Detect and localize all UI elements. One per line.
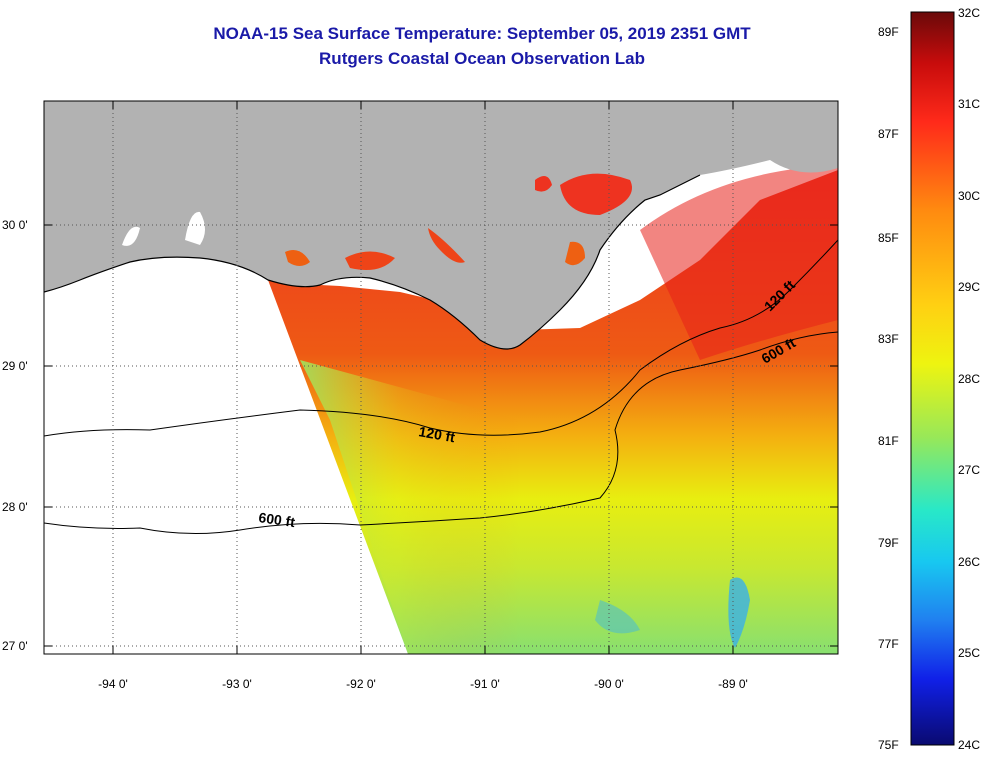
bay-warm <box>560 173 632 215</box>
land-area <box>44 101 838 349</box>
map-frame <box>43 100 839 655</box>
bay-warm <box>428 228 465 263</box>
colorbar-c-label: 30C <box>958 189 980 203</box>
colorbar-f-label: 77F <box>878 637 899 651</box>
colorbar-f-label: 75F <box>878 738 899 752</box>
bay-warm <box>285 249 310 266</box>
axis-ticks <box>44 101 838 654</box>
colorbar-c-label: 29C <box>958 280 980 294</box>
colorbar-c-label: 24C <box>958 738 980 752</box>
lat-label: 30 0' <box>2 218 28 232</box>
colorbar-f-label: 79F <box>878 536 899 550</box>
colorbar-f-label: 89F <box>878 25 899 39</box>
bay-warm <box>565 241 585 266</box>
contour-label-600ft: 600 ft <box>258 509 297 530</box>
map-subtitle: Rutgers Coastal Ocean Observation Lab <box>319 49 645 68</box>
temperature-colorbar <box>911 12 954 745</box>
colorbar-c-label: 27C <box>958 463 980 477</box>
lon-label: -94 0' <box>98 677 128 691</box>
lat-label: 28 0' <box>2 500 28 514</box>
island <box>122 226 140 246</box>
colorbar-c-label: 31C <box>958 97 980 111</box>
island <box>185 211 205 245</box>
cool-patch <box>728 577 750 648</box>
bay-warm <box>535 176 552 192</box>
colorbar-c-label: 25C <box>958 646 980 660</box>
colorbar-f-label: 87F <box>878 127 899 141</box>
colorbar-c-label: 32C <box>958 6 980 20</box>
depth-contour-600ft <box>44 331 838 535</box>
warm-coast-patch <box>640 165 838 360</box>
cool-patch <box>595 600 640 634</box>
coastline <box>44 174 701 350</box>
colorbar-c-label: 26C <box>958 555 980 569</box>
colorbar-f-label: 85F <box>878 231 899 245</box>
colorbar-f-label: 81F <box>878 434 899 448</box>
graticule <box>44 101 838 654</box>
lon-label: -91 0' <box>470 677 500 691</box>
lon-label: -89 0' <box>718 677 748 691</box>
depth-contour-120ft <box>44 239 838 437</box>
map-title: NOAA-15 Sea Surface Temperature: Septemb… <box>213 24 751 43</box>
colorbar-f-label: 83F <box>878 332 899 346</box>
lon-label: -92 0' <box>346 677 376 691</box>
lon-label: -90 0' <box>594 677 624 691</box>
colorbar-c-label: 28C <box>958 372 980 386</box>
lat-label: 27 0' <box>2 639 28 653</box>
lat-label: 29 0' <box>2 359 28 373</box>
bay-warm <box>345 251 395 271</box>
lon-label: -93 0' <box>222 677 252 691</box>
contour-label-120ft: 120 ft <box>417 423 456 445</box>
